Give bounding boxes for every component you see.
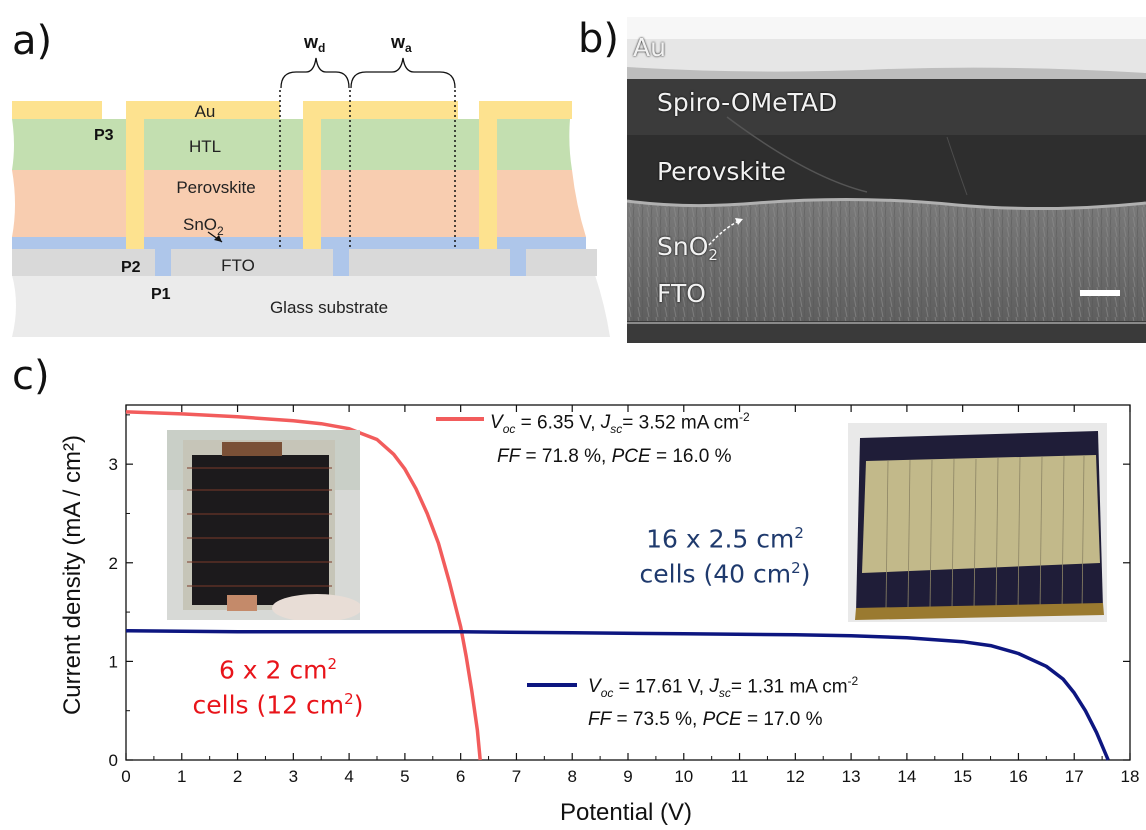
sem-perovskite-label: Perovskite [657,157,787,186]
legend-red-line1: Voc = 6.35 V, Jsc= 3.52 mA cm-2 [490,410,750,437]
legend-blue-line1: Voc = 17.61 V, Jsc= 1.31 mA cm-2 [588,674,859,701]
x-tick-label: 7 [512,767,521,786]
y-tick-label: 2 [109,554,118,573]
x-tick-label: 16 [1009,767,1028,786]
p1-label: P1 [151,286,171,303]
panel-a-schematic: Au HTL Perovskite SnO2 FTO Glass substra… [12,32,610,337]
sem-image [627,17,1146,343]
p3-gap [102,101,126,119]
sno2-arrowhead [214,235,222,242]
htl-layer [12,119,572,170]
x-tick-label: 13 [842,767,861,786]
series-line-0 [125,410,482,761]
x-tick-label: 0 [121,767,130,786]
legend-red-line2: FF = 71.8 %, PCE = 16.0 % [497,446,732,467]
sno2-label: SnO2 [183,215,224,238]
red-module-label: 6 x 2 cm2 cells (12 cm2) [192,655,364,720]
wa-brace [350,57,456,89]
p3-gap [280,101,303,119]
p1-scribe [333,249,349,276]
x-axis-label: Potential (V) [560,799,692,826]
p2-label: P2 [121,259,141,276]
scale-bar [1080,290,1120,296]
sem-au-label: Au [633,33,666,62]
au-segment [12,101,102,119]
fto-label: FTO [221,256,255,275]
series-line-1 [125,629,1110,761]
wd-brace [280,57,350,89]
legend-blue-line2: FF = 73.5 %, PCE = 17.0 % [588,709,823,730]
x-tick-label: 4 [344,767,353,786]
perovskite-layer [12,170,586,237]
x-tick-label: 11 [731,767,749,786]
panel-a-letter: a) [12,18,53,64]
glass-label: Glass substrate [270,298,388,317]
au-via [126,119,144,249]
x-tick-label: 8 [567,767,576,786]
x-tick-label: 9 [623,767,632,786]
x-tick-label: 17 [1065,767,1084,786]
p3-label: P3 [94,127,114,144]
p1-scribe [155,249,171,276]
p3-gap [458,101,479,119]
sem-fto-label: FTO [657,279,706,308]
x-tick-label: 12 [786,767,805,786]
y-axis-label: Current density (mA / cm²) [59,435,86,715]
x-tick-label: 15 [953,767,972,786]
x-tick-label: 18 [1121,767,1140,786]
inset-photo-large-module [848,423,1107,622]
sno2-layer [12,237,586,249]
wd-label: wd [303,32,325,55]
inset-photo-small-module [167,430,360,620]
blue-module-label: 16 x 2.5 cm2 cells (40 cm2) [639,524,811,589]
y-tick-label: 3 [109,455,118,474]
panel-b-letter: b) [578,16,619,62]
x-tick-label: 14 [897,767,916,786]
x-tick-label: 1 [177,767,186,786]
au-via [479,119,497,249]
y-tick-label: 0 [109,751,118,770]
panel-c-letter: c) [12,353,50,399]
x-tick-label: 3 [289,767,298,786]
htl-label: HTL [189,137,221,156]
au-segment [479,101,572,119]
au-label: Au [195,102,216,121]
au-segment [126,101,280,119]
x-tick-label: 6 [456,767,465,786]
au-segment [303,101,458,119]
x-tick-label: 2 [233,767,242,786]
p1-scribe [510,249,526,276]
perovskite-label: Perovskite [176,178,255,197]
y-tick-label: 1 [109,652,118,671]
fto-layer [12,249,597,276]
sem-sno2-label: SnO2 [657,232,718,264]
x-tick-label: 5 [400,767,409,786]
x-tick-label: 10 [674,767,693,786]
wa-label: wa [390,32,412,55]
au-via [303,119,321,249]
glass-layer [12,275,610,337]
sem-spiro-label: Spiro-OMeTAD [657,88,838,117]
